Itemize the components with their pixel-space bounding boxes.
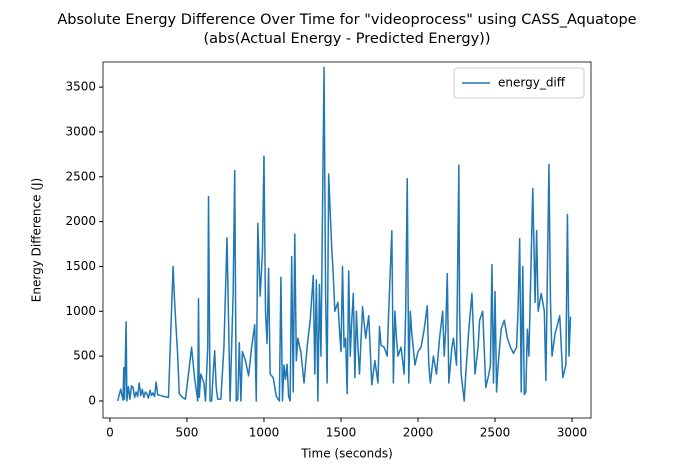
y-tick-label: 500 bbox=[73, 349, 96, 363]
y-tick-label: 2000 bbox=[65, 214, 96, 228]
x-tick-label: 0 bbox=[106, 426, 114, 440]
x-tick-label: 3000 bbox=[557, 426, 588, 440]
y-tick-label: 2500 bbox=[65, 169, 96, 183]
legend-box bbox=[453, 67, 585, 99]
y-tick-label: 3500 bbox=[65, 80, 96, 94]
chart-subtitle: (abs(Actual Energy - Predicted Energy)) bbox=[204, 31, 491, 47]
x-tick-label: 500 bbox=[175, 426, 198, 440]
legend-label: energy_diff bbox=[498, 76, 566, 90]
y-tick-label: 1500 bbox=[65, 259, 96, 273]
y-tick-label: 0 bbox=[88, 393, 96, 407]
plot-frame bbox=[102, 61, 592, 419]
data-line bbox=[116, 66, 572, 402]
x-tick-label: 1500 bbox=[326, 426, 357, 440]
x-tick-label: 1000 bbox=[249, 426, 280, 440]
y-axis-label: Energy Difference (J) bbox=[30, 178, 44, 302]
y-tick-label: 3000 bbox=[65, 124, 96, 138]
y-tick-label: 1000 bbox=[65, 304, 96, 318]
x-tick-label: 2000 bbox=[403, 426, 434, 440]
x-tick-label: 2500 bbox=[480, 426, 511, 440]
x-axis-label: Time (seconds) bbox=[300, 447, 393, 461]
chart-title: Absolute Energy Difference Over Time for… bbox=[57, 12, 636, 28]
